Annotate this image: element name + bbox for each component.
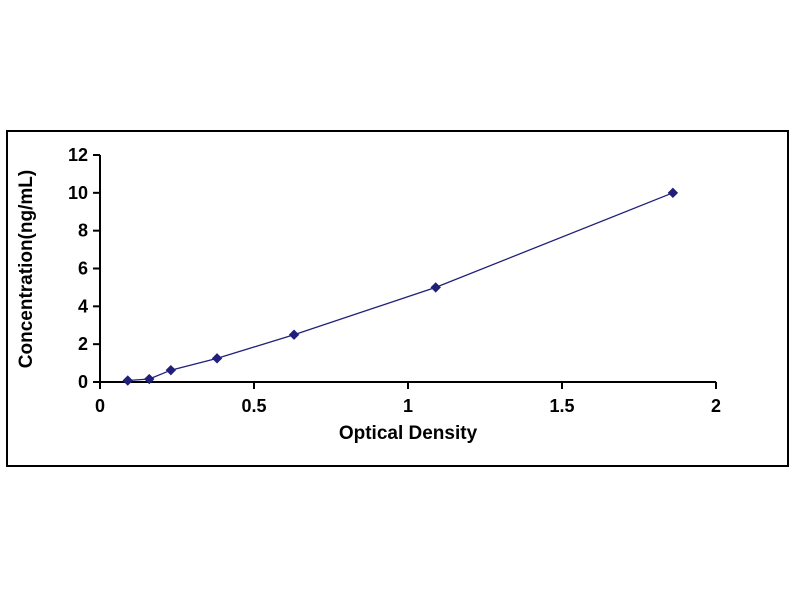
x-tick-label: 0 bbox=[95, 396, 105, 416]
y-tick-label: 10 bbox=[68, 183, 88, 203]
data-point-marker bbox=[144, 373, 155, 385]
x-axis-title: Optical Density bbox=[339, 423, 478, 444]
y-tick-label: 4 bbox=[78, 296, 88, 316]
x-tick-label: 2 bbox=[711, 396, 721, 416]
data-point-marker bbox=[430, 282, 441, 293]
y-tick-label: 0 bbox=[78, 372, 88, 392]
y-axis-title: Concentration(ng/mL) bbox=[16, 170, 37, 368]
y-tick-label: 8 bbox=[78, 221, 88, 241]
data-point-marker bbox=[122, 375, 133, 386]
data-point-marker bbox=[288, 329, 300, 340]
data-point-marker bbox=[667, 187, 679, 199]
x-tick-label: 1 bbox=[403, 396, 413, 416]
y-tick-label: 2 bbox=[78, 334, 88, 354]
x-tick-label: 1.5 bbox=[549, 396, 574, 416]
y-tick-label: 12 bbox=[68, 145, 88, 165]
y-tick-label: 6 bbox=[78, 259, 88, 279]
data-point-marker bbox=[165, 364, 177, 376]
x-tick-label: 0.5 bbox=[241, 396, 266, 416]
chart-frame: 0 2 4 6 8 10 12 0 0.5 1 1.5 2 Optical Density Conce… bbox=[6, 130, 789, 467]
standard-curve-chart: 0 2 4 6 8 10 12 0 0.5 1 1.5 2 Optical Density Conce… bbox=[16, 145, 721, 444]
plot-area: 0 2 4 6 8 10 12 0 0.5 1 1.5 2 bbox=[68, 145, 721, 416]
series-line bbox=[127, 192, 674, 382]
data-point-marker bbox=[211, 353, 223, 364]
